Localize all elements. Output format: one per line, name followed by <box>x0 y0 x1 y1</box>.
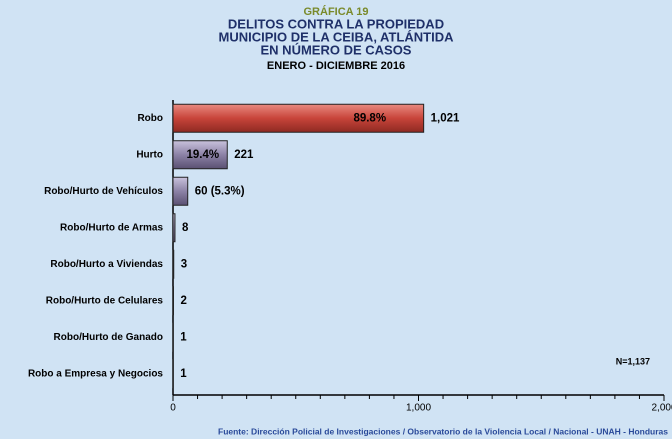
x-tick-label: 2,000 <box>651 403 672 414</box>
value-label: 1 <box>180 368 187 380</box>
value-label: 8 <box>182 222 189 234</box>
share-label: 89.8% <box>353 112 386 124</box>
bar <box>172 176 189 206</box>
source: Fuente: Dirección Policial de Investigac… <box>218 426 668 436</box>
share-label: 19.4% <box>187 149 220 161</box>
value-label: 2 <box>180 295 186 307</box>
y-tick-label: Robo a Empresa y Negocios <box>28 368 163 379</box>
title-line: EN NÚMERO DE CASOS <box>261 42 412 57</box>
supertitle: GRÁFICA 19 <box>304 5 369 18</box>
bar <box>172 249 175 279</box>
subtitle: ENERO - DICIEMBRE 2016 <box>267 60 405 72</box>
x-tick-label: 1,000 <box>406 403 431 414</box>
title-line: DELITOS CONTRA LA PROPIEDAD <box>228 16 444 31</box>
value-label: 221 <box>234 149 254 161</box>
y-tick-label: Robo/Hurto de Celulares <box>46 295 164 306</box>
x-tick-label: 0 <box>170 403 176 414</box>
y-tick-label: Robo/Hurto a Viviendas <box>50 259 163 270</box>
bar <box>172 140 228 170</box>
title-line: MUNICIPIO DE LA CEIBA, ATLÁNTIDA <box>219 29 455 44</box>
y-tick-label: Robo/Hurto de Vehículos <box>44 186 163 197</box>
value-label: 1,021 <box>431 112 460 124</box>
y-tick-label: Robo <box>137 113 163 124</box>
value-label: 3 <box>181 258 187 270</box>
y-tick-label: Robo/Hurto de Ganado <box>54 332 163 343</box>
value-label: 1 <box>180 331 187 343</box>
value-label: 60 (5.3%) <box>195 185 245 197</box>
y-tick-label: Robo/Hurto de Armas <box>60 222 163 233</box>
bar <box>172 103 425 133</box>
y-tick-label: Hurto <box>136 149 163 160</box>
bar <box>172 213 176 243</box>
annotation: N=1,137 <box>616 356 650 366</box>
